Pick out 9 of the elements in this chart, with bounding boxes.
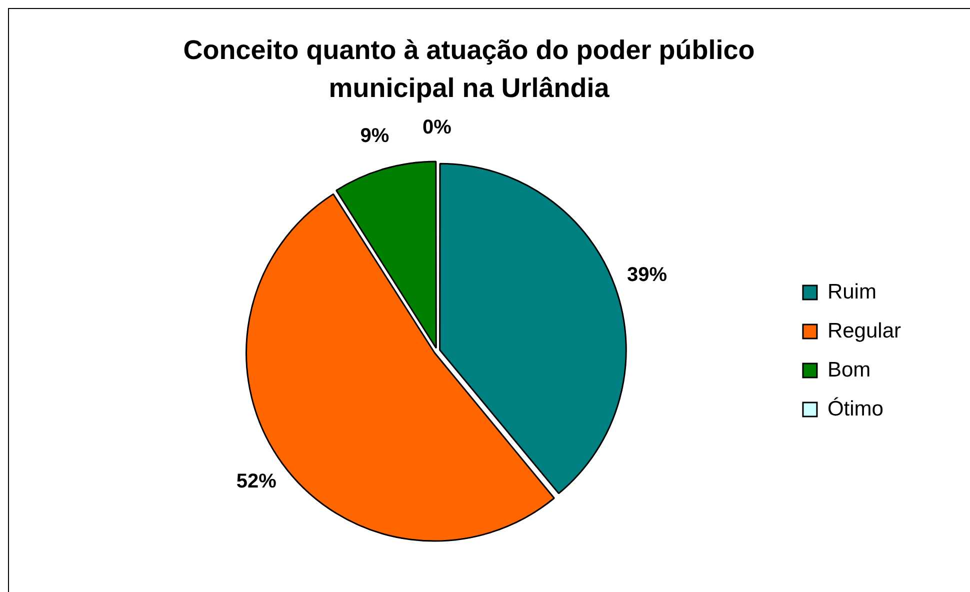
legend-label: Bom bbox=[827, 358, 871, 382]
data-label: 52% bbox=[236, 470, 277, 493]
legend-label: Regular bbox=[827, 319, 902, 342]
legend-label: Ruim bbox=[827, 280, 876, 304]
data-label: 39% bbox=[627, 264, 668, 286]
data-label: 9% bbox=[360, 125, 390, 148]
chart-title: Conceito quanto à atuação do poder público municipal na Urlândia bbox=[182, 34, 756, 105]
legend-label: Ótimo bbox=[827, 396, 884, 420]
text: 0% bbox=[422, 116, 452, 138]
